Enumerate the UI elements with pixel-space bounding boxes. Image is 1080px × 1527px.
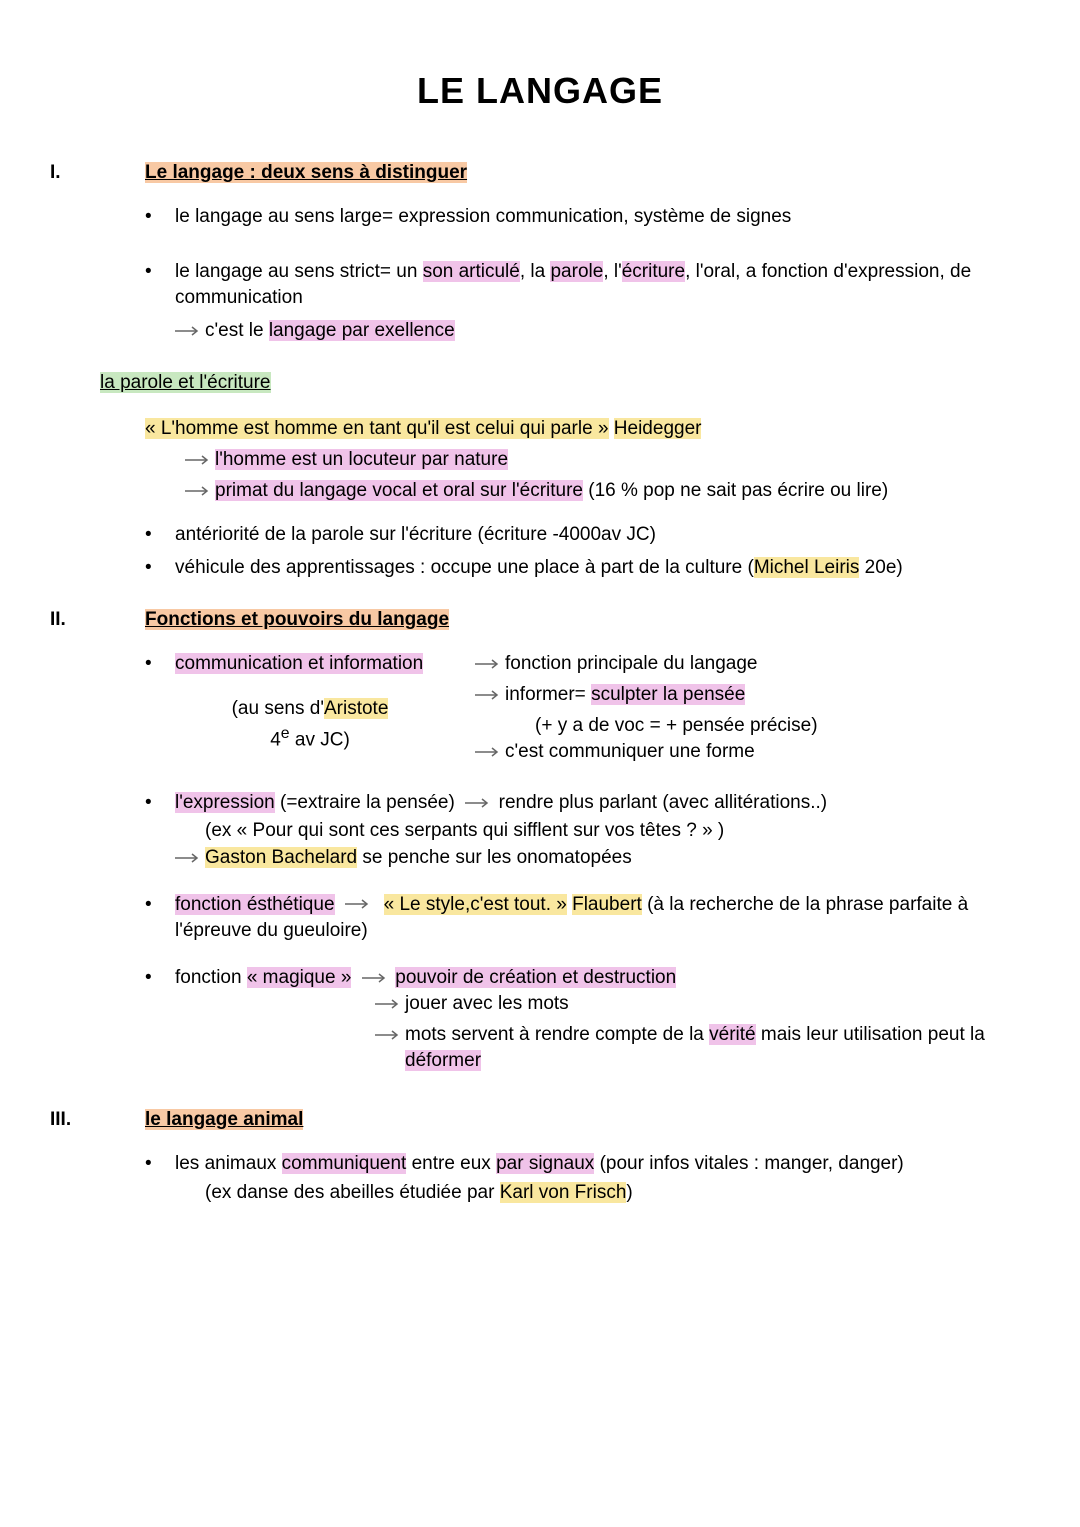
section-1-numeral: I. <box>50 162 145 184</box>
arrow-icon <box>185 478 215 505</box>
section-1-header: I. Le langage : deux sens à distinguer <box>50 162 1030 184</box>
arrow-line: primat du langage vocal et oral sur l'éc… <box>145 478 1030 505</box>
bullet-text: le langage au sens strict= un son articu… <box>175 259 1030 312</box>
subsection-title: la parole et l'écriture <box>100 372 271 393</box>
arrow-icon <box>345 898 373 910</box>
section-2-numeral: II. <box>50 609 145 631</box>
bullet-item: • antériorité de la parole sur l'écritur… <box>145 522 1030 549</box>
bullet-item: • fonction ésthétique « Le style,c'est t… <box>145 892 1030 945</box>
arrow-icon <box>475 651 505 678</box>
section-3-header: III. le langage animal <box>50 1109 1030 1131</box>
arrow-icon <box>475 682 505 709</box>
arrow-line: Gaston Bachelard se penche sur les onoma… <box>145 845 1030 872</box>
arrow-icon <box>475 739 505 766</box>
arrow-icon <box>375 1022 405 1075</box>
section-3-numeral: III. <box>50 1109 145 1131</box>
bullet-text: le langage au sens large= expression com… <box>175 204 1030 231</box>
section-1-title: Le langage : deux sens à distinguer <box>145 162 467 183</box>
arrow-icon <box>465 797 493 809</box>
section-2-header: II. Fonctions et pouvoirs du langage <box>50 609 1030 631</box>
bullet-item: • fonction « magique » pouvoir de créati… <box>145 965 1030 1079</box>
arrow-icon <box>375 991 405 1018</box>
arrow-line: l'homme est un locuteur par nature <box>145 447 1030 474</box>
example-text: (ex « Pour qui sont ces serpants qui sif… <box>205 818 1030 845</box>
bullet-item: • le langage au sens strict= un son arti… <box>145 259 1030 312</box>
bullet-item: • le langage au sens large= expression c… <box>145 204 1030 231</box>
section-2-title: Fonctions et pouvoirs du langage <box>145 609 449 630</box>
bullet-item: • les animaux communiquent entre eux par… <box>145 1151 1030 1178</box>
section-3-title: le langage animal <box>145 1109 303 1130</box>
arrow-line: c'est le langage par exellence <box>145 318 1030 345</box>
bullet-item: • véhicule des apprentissages : occupe u… <box>145 555 1030 582</box>
page-title: LE LANGAGE <box>50 70 1030 112</box>
bullet-item: • l'expression (=extraire la pensée) ren… <box>145 790 1030 817</box>
quote-line: « L'homme est homme en tant qu'il est ce… <box>145 416 1030 443</box>
arrow-icon <box>362 972 390 984</box>
bullet-item: • communication et information (au sens … <box>145 651 1030 769</box>
arrow-icon <box>185 447 215 474</box>
arrow-icon <box>175 845 205 872</box>
example-text: (ex danse des abeilles étudiée par Karl … <box>205 1180 1030 1207</box>
arrow-icon <box>175 318 205 345</box>
